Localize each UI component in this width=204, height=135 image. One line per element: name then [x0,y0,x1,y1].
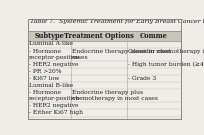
Text: Luminal A-like: Luminal A-like [29,41,73,46]
Text: - PR >20%: - PR >20% [29,69,62,74]
Text: - Hormone
receptor-positive: - Hormone receptor-positive [29,90,81,101]
FancyBboxPatch shape [28,31,181,41]
Text: - Hormone
receptor-positive: - Hormone receptor-positive [29,48,81,60]
Text: Table 7.  Systemic Treatment for Early Breast Cancer by Subtypeᵃ: Table 7. Systemic Treatment for Early Br… [30,19,204,24]
Text: - HER2 negative: - HER2 negative [29,62,79,67]
Text: - High tumor burden (≥4 LNs, T: - High tumor burden (≥4 LNs, T [128,62,204,67]
FancyBboxPatch shape [28,19,181,119]
Text: - HER2 negative: - HER2 negative [29,103,79,108]
Text: - Either Ki67 high: - Either Ki67 high [29,110,83,115]
Text: - Grade 3: - Grade 3 [128,76,156,81]
Text: Endocrine therapy plus
chemotherapy in most cases: Endocrine therapy plus chemotherapy in m… [72,90,158,101]
Text: Subtype: Subtype [34,32,64,40]
Text: Comme: Comme [140,32,168,40]
Text: Consider chemotherapy if:: Consider chemotherapy if: [128,48,204,54]
Text: Endocrine therapy alone in most
cases: Endocrine therapy alone in most cases [72,48,171,60]
Text: - Ki67 low: - Ki67 low [29,76,60,81]
Text: Luminal B-like: Luminal B-like [29,83,73,88]
Text: Treatment Options: Treatment Options [64,32,134,40]
